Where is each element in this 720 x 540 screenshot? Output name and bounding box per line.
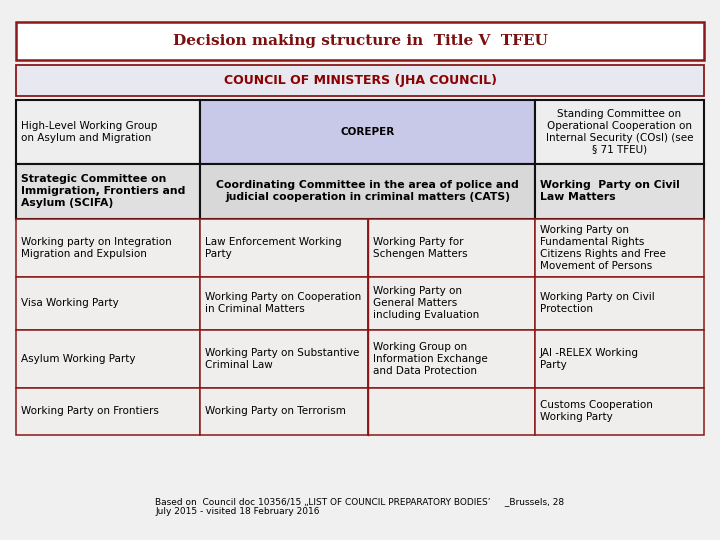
Text: Working Group on
Information Exchange
and Data Protection: Working Group on Information Exchange an… — [373, 342, 487, 376]
Bar — [200, 330, 368, 388]
Text: Working party on Integration
Migration and Expulsion: Working party on Integration Migration a… — [21, 237, 171, 259]
Bar — [16, 388, 200, 435]
Bar — [16, 100, 200, 164]
Text: COUNCIL OF MINISTERS (JHA COUNCIL): COUNCIL OF MINISTERS (JHA COUNCIL) — [223, 73, 497, 87]
Text: Working Party on Terrorism: Working Party on Terrorism — [205, 407, 346, 416]
Text: Working Party on
General Matters
including Evaluation: Working Party on General Matters includi… — [373, 287, 479, 320]
Bar — [16, 164, 200, 219]
Text: Based on  Council doc 10356/15 „LIST OF COUNCIL PREPARATORY BODIES’     _Brussel: Based on Council doc 10356/15 „LIST OF C… — [156, 497, 564, 516]
Bar — [200, 164, 535, 219]
Text: Working Party on
Fundamental Rights
Citizens Rights and Free
Movement of Persons: Working Party on Fundamental Rights Citi… — [540, 225, 666, 271]
Bar — [16, 219, 200, 277]
Text: Working Party for
Schengen Matters: Working Party for Schengen Matters — [373, 237, 467, 259]
Text: JAI -RELEX Working
Party: JAI -RELEX Working Party — [540, 348, 639, 370]
Text: Coordinating Committee in the area of police and
judicial cooperation in crimina: Coordinating Committee in the area of po… — [216, 180, 519, 202]
Bar — [16, 330, 200, 388]
Text: Working Party on Frontiers: Working Party on Frontiers — [21, 407, 158, 416]
Text: Standing Committee on
Operational Cooperation on
Internal Security (COsI) (see
§: Standing Committee on Operational Cooper… — [546, 109, 693, 155]
Text: Working  Party on Civil
Law Matters: Working Party on Civil Law Matters — [540, 180, 680, 202]
Bar — [535, 219, 704, 277]
Bar — [16, 65, 704, 96]
Bar — [535, 388, 704, 435]
Text: Law Enforcement Working
Party: Law Enforcement Working Party — [205, 237, 342, 259]
Text: Asylum Working Party: Asylum Working Party — [21, 354, 135, 364]
Bar — [535, 164, 704, 219]
Bar — [16, 277, 200, 330]
Text: Decision making structure in  Title V  TFEU: Decision making structure in Title V TFE… — [173, 34, 547, 48]
Bar — [535, 330, 704, 388]
Bar — [368, 219, 535, 277]
Bar — [16, 22, 704, 60]
Text: Strategic Committee on
Immigration, Frontiers and
Asylum (SCIFA): Strategic Committee on Immigration, Fron… — [21, 174, 185, 208]
Text: High-Level Working Group
on Asylum and Migration: High-Level Working Group on Asylum and M… — [21, 121, 157, 143]
Bar — [200, 388, 368, 435]
Bar — [368, 277, 535, 330]
Text: Working Party on Cooperation
in Criminal Matters: Working Party on Cooperation in Criminal… — [205, 293, 361, 314]
Bar — [535, 277, 704, 330]
Bar — [200, 277, 368, 330]
Bar — [535, 100, 704, 164]
Text: Working Party on Civil
Protection: Working Party on Civil Protection — [540, 293, 654, 314]
Text: Customs Cooperation
Working Party: Customs Cooperation Working Party — [540, 401, 653, 422]
Text: COREPER: COREPER — [341, 127, 395, 137]
Text: Working Party on Substantive
Criminal Law: Working Party on Substantive Criminal La… — [205, 348, 360, 370]
Bar — [368, 388, 535, 435]
Bar — [368, 330, 535, 388]
Bar — [200, 219, 368, 277]
Text: Visa Working Party: Visa Working Party — [21, 299, 119, 308]
Bar — [200, 100, 535, 164]
